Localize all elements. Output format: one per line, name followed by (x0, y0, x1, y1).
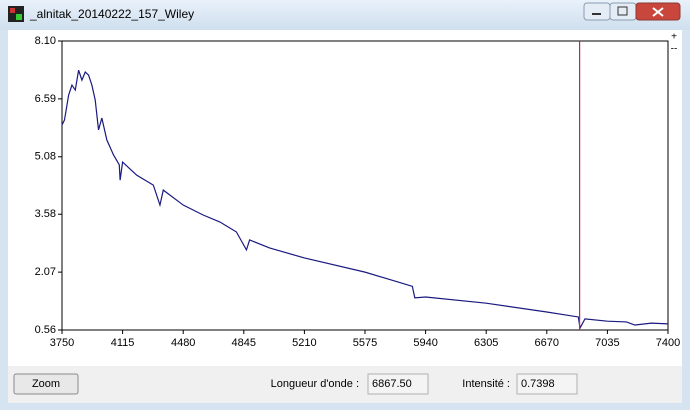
intensity-field (516, 373, 578, 395)
plot-panel (8, 30, 682, 366)
x-tick-label: 7400 (656, 337, 680, 349)
zoom-button-label: Zoom (32, 378, 60, 390)
wavelength-field (367, 373, 429, 395)
minimize-button[interactable] (583, 2, 611, 21)
spectrum-line (61, 69, 669, 330)
x-tick-label: 5575 (353, 337, 377, 349)
y-tick-label: 8.10 (35, 35, 56, 47)
y-tick-label: 2.07 (35, 266, 56, 278)
restore-button[interactable] (609, 2, 637, 21)
close-icon (652, 7, 664, 17)
x-tick-label: 4115 (111, 337, 135, 349)
intensity-label: Intensité : (462, 378, 510, 390)
x-tick-label: 6670 (535, 337, 559, 349)
x-tick-label: 6305 (474, 337, 498, 349)
zoom-button[interactable] (13, 373, 79, 395)
y-tick-label: 5.08 (35, 151, 56, 163)
zoom-out-button[interactable]: -- (671, 44, 678, 55)
x-tick-label: 5940 (413, 337, 437, 349)
x-tick-label: 3750 (50, 337, 74, 349)
wavelength-value: 6867.50 (372, 378, 412, 390)
intensity-value: 0.7398 (521, 378, 555, 390)
y-tick-label: 0.56 (35, 324, 56, 336)
title-bar (0, 0, 690, 30)
y-tick-label: 3.58 (35, 208, 56, 220)
wavelength-label: Longueur d'onde : (271, 378, 359, 390)
x-tick-label: 4480 (171, 337, 195, 349)
x-tick-label: 4845 (232, 337, 256, 349)
x-tick-label: 7035 (595, 337, 619, 349)
x-tick-label: 5210 (292, 337, 316, 349)
restore-icon (617, 6, 628, 16)
zoom-in-button[interactable]: + (671, 32, 677, 43)
y-tick-label: 6.59 (35, 93, 56, 105)
window-title: _alnitak_20140222_157_Wiley (29, 7, 194, 21)
icon-part (16, 14, 22, 20)
icon-part (10, 8, 15, 13)
minimize-icon (592, 13, 601, 15)
